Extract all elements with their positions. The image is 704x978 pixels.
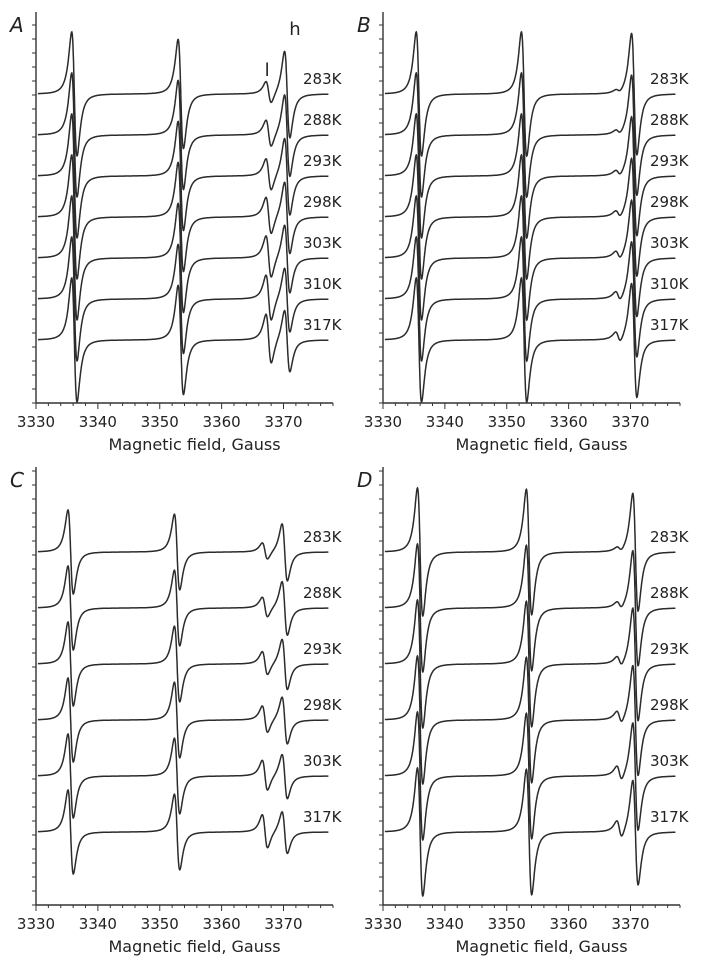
temperature-label: 317K (303, 808, 343, 826)
x-tick-label: 3340 (426, 915, 464, 933)
spectrum-line-303k (384, 710, 676, 841)
x-tick-label: 3370 (611, 413, 649, 431)
spectrum-line-293k (37, 621, 329, 707)
spectrum-line-293k (37, 112, 329, 239)
x-tick-label: 3370 (264, 915, 302, 933)
panel-c: C 3330 3340 3350 3360 3370 Magnetic field, Gau… (10, 467, 343, 956)
panel-b: B 3330 3340 3350 3360 3370 Magnetic field, Gau… (357, 12, 690, 454)
spectrum-line-288k (37, 565, 329, 651)
x-axis-title: Magnetic field, Gauss (108, 435, 280, 454)
temperature-label: 303K (303, 752, 343, 770)
temperature-label: 310K (650, 275, 690, 293)
spectrum-line-317k (384, 276, 676, 404)
spectrum-line-317k (37, 789, 329, 875)
peak-label-h: h (289, 19, 300, 40)
temperature-label: 283K (303, 528, 343, 546)
temperature-label: 283K (650, 528, 690, 546)
spectrum-line-317k (384, 766, 676, 897)
temperature-label: 303K (650, 752, 690, 770)
spectrum-line-288k (384, 542, 676, 673)
spectrum-line-298k (384, 153, 676, 281)
x-tick-label: 3330 (364, 413, 402, 431)
temperature-label: 317K (303, 316, 343, 334)
panel-letter: C (10, 468, 24, 492)
temperature-label: 293K (650, 640, 690, 658)
temperature-label: 317K (650, 316, 690, 334)
x-tick-label: 3350 (141, 915, 179, 933)
temperature-label: 298K (303, 193, 343, 211)
x-tick-label: 3370 (611, 915, 649, 933)
x-tick-label: 3360 (203, 915, 241, 933)
temperature-label: 317K (650, 808, 690, 826)
spectrum-line-310k (384, 235, 676, 363)
temperature-label: 303K (650, 234, 690, 252)
x-tick-label: 3360 (203, 413, 241, 431)
spectrum-line-303k (37, 194, 329, 321)
x-axis-title: Magnetic field, Gauss (455, 937, 627, 956)
spectrum-line-310k (37, 235, 329, 362)
temperature-label: 288K (303, 111, 343, 129)
temperature-label: 283K (303, 70, 343, 88)
temperature-label: 310K (303, 275, 343, 293)
temperature-label: 288K (650, 111, 690, 129)
x-tick-label: 3340 (79, 413, 117, 431)
spectrum-line-293k (384, 112, 676, 240)
spectrum-line-283k (37, 30, 329, 157)
temperature-label: 303K (303, 234, 343, 252)
panel-a: A 3330 3340 3350 3360 3370 Magnetic field, Gau… (8, 12, 343, 454)
x-tick-label: 3350 (488, 915, 526, 933)
spectrum-line-298k (37, 153, 329, 280)
spectrum-line-303k (384, 194, 676, 322)
x-tick-label: 3330 (17, 915, 55, 933)
x-tick-label: 3330 (364, 915, 402, 933)
temperature-label: 293K (650, 152, 690, 170)
temperature-label: 298K (650, 193, 690, 211)
x-tick-label: 3360 (550, 915, 588, 933)
temperature-label: 293K (303, 152, 343, 170)
spectrum-line-298k (384, 654, 676, 785)
spectrum-line-293k (384, 598, 676, 729)
panel-letter: D (357, 468, 372, 492)
temperature-label: 288K (303, 584, 343, 602)
x-tick-label: 3350 (141, 413, 179, 431)
temperature-label: 283K (650, 70, 690, 88)
temperature-label: 293K (303, 640, 343, 658)
spectrum-line-298k (37, 677, 329, 763)
spectrum-line-317k (37, 276, 329, 403)
x-axis-title: Magnetic field, Gauss (455, 435, 627, 454)
spectrum-line-288k (37, 71, 329, 198)
temperature-label: 288K (650, 584, 690, 602)
x-tick-label: 3370 (264, 413, 302, 431)
x-tick-label: 3340 (426, 413, 464, 431)
spectrum-line-303k (37, 733, 329, 819)
peak-label-l: l (265, 60, 270, 81)
panel-d: D 3330 3340 3350 3360 3370 Magnetic field, Gau… (357, 467, 690, 956)
x-axis-title: Magnetic field, Gauss (108, 937, 280, 956)
panel-letter: B (357, 13, 371, 37)
spectrum-line-283k (37, 509, 329, 595)
x-tick-label: 3360 (550, 413, 588, 431)
x-tick-label: 3350 (488, 413, 526, 431)
spectrum-line-283k (384, 486, 676, 617)
panel-letter: A (8, 13, 24, 37)
x-tick-label: 3340 (79, 915, 117, 933)
temperature-label: 298K (650, 696, 690, 714)
x-tick-label: 3330 (17, 413, 55, 431)
temperature-label: 298K (303, 696, 343, 714)
spectrum-line-288k (384, 71, 676, 199)
spectrum-line-283k (384, 30, 676, 158)
